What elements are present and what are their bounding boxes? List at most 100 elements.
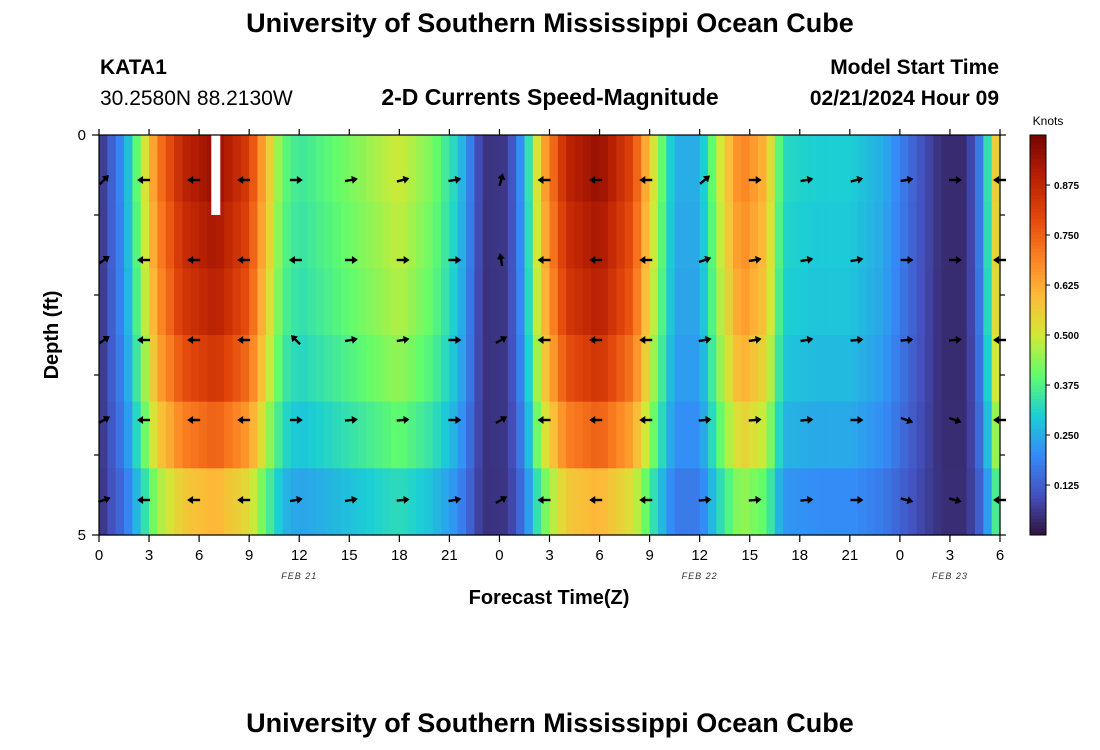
heatmap-cell	[733, 335, 742, 403]
heatmap-cell	[207, 268, 217, 336]
heatmap-cell	[432, 335, 442, 403]
heatmap-cell	[457, 268, 467, 336]
arrow-head	[290, 335, 299, 343]
heatmap-cell	[708, 401, 717, 469]
arrow-head	[351, 256, 358, 264]
heatmap-cell	[682, 268, 692, 336]
current-arrow	[993, 336, 1006, 344]
colorbar-segment	[1030, 361, 1046, 366]
heatmap-cell	[899, 268, 909, 336]
colorbar-segment	[1030, 198, 1046, 203]
heatmap-cell	[457, 468, 467, 536]
arrow-head	[402, 335, 410, 344]
heatmap-cell	[566, 468, 576, 536]
heatmap-cell	[457, 335, 467, 403]
heatmap-cell	[224, 201, 234, 269]
heatmap-cell	[290, 468, 300, 536]
heatmap-cell	[883, 401, 893, 469]
arrow-head	[639, 176, 646, 184]
current-arrow	[537, 496, 551, 504]
heatmap-cell	[507, 201, 517, 269]
heatmap-cell	[682, 135, 692, 203]
current-arrow	[344, 495, 358, 504]
date-label: FEB 23	[932, 571, 968, 581]
heatmap-cell	[299, 268, 309, 336]
colorbar-segment	[1030, 435, 1046, 439]
colorbar-segment	[1030, 391, 1046, 396]
heatmap-cell	[199, 401, 209, 469]
heatmap-cell	[149, 468, 158, 536]
heatmap-cell	[357, 268, 367, 336]
heatmap-cell	[624, 268, 634, 336]
heatmap-cell	[432, 268, 442, 336]
heatmap-cell	[315, 268, 325, 336]
heatmap-cell	[924, 335, 934, 403]
heatmap-cell	[340, 201, 350, 269]
heatmap-cell	[791, 268, 801, 336]
heatmap-cell	[858, 268, 868, 336]
heatmap-cell	[416, 468, 425, 536]
current-arrow	[289, 495, 303, 504]
heatmap-cell	[399, 401, 409, 469]
heatmap-cell	[674, 401, 684, 469]
heatmap-cell	[449, 335, 459, 403]
arrow-head	[704, 255, 712, 264]
heatmap-cell	[265, 201, 275, 269]
arrow-head	[103, 495, 111, 504]
heatmap-cell	[190, 268, 200, 336]
heatmap-cell	[199, 201, 209, 269]
heatmap-cell	[624, 468, 634, 536]
heatmap-cell	[799, 401, 809, 469]
heatmap-cell	[874, 201, 884, 269]
heatmap-cell	[983, 135, 993, 203]
heatmap-cell	[557, 468, 567, 536]
colorbar-segment	[1030, 305, 1046, 309]
heatmap-cell	[240, 335, 250, 403]
heatmap-cell	[516, 335, 526, 403]
heatmap-cell	[132, 468, 142, 536]
colorbar-segment	[1030, 215, 1046, 219]
heatmap-cell	[516, 401, 526, 469]
x-tick-label: 15	[341, 547, 358, 564]
heatmap-cell	[758, 468, 768, 536]
current-arrow	[900, 335, 914, 344]
heatmap-cell	[532, 335, 542, 403]
current-arrow	[589, 416, 603, 424]
heatmap-cell	[132, 401, 142, 469]
arrow-head	[639, 496, 646, 504]
heatmap-cell	[399, 468, 409, 536]
heatmap-cell	[749, 201, 759, 269]
heatmap-cell	[908, 268, 918, 336]
arrow-head	[499, 416, 508, 423]
heatmap-cell	[432, 201, 442, 269]
heatmap-cell	[783, 135, 793, 203]
heatmap-cell	[532, 135, 542, 203]
heatmap-cell	[407, 468, 417, 536]
arrow-head	[402, 175, 410, 184]
heatmap-cell	[399, 201, 409, 269]
heatmap-cell	[182, 401, 192, 469]
heatmap-cell	[315, 401, 325, 469]
heatmap-cell	[616, 401, 626, 469]
heatmap-cell	[674, 135, 684, 203]
heatmap-cell	[716, 468, 726, 536]
heatmap-cell	[424, 468, 434, 536]
heatmap-cell	[332, 468, 342, 536]
current-arrow	[137, 496, 151, 504]
heatmap-cell	[941, 401, 951, 469]
heatmap-cell	[524, 335, 534, 403]
heatmap-cell	[349, 335, 359, 403]
heatmap-cell	[149, 201, 158, 269]
arrow-head	[955, 335, 962, 344]
heatmap-cell	[783, 468, 793, 536]
heatmap-cell	[290, 201, 300, 269]
colorbar-segment	[1030, 141, 1046, 146]
heatmap-cell	[783, 401, 793, 469]
heatmap-cell	[791, 401, 801, 469]
heatmap-cell	[591, 401, 601, 469]
colorbar-segment	[1030, 425, 1046, 429]
colorbar-tick-label: 0.875	[1054, 181, 1079, 192]
heatmap-cell	[541, 135, 551, 203]
heatmap-cell	[841, 468, 851, 536]
heatmap-cell	[941, 135, 951, 203]
